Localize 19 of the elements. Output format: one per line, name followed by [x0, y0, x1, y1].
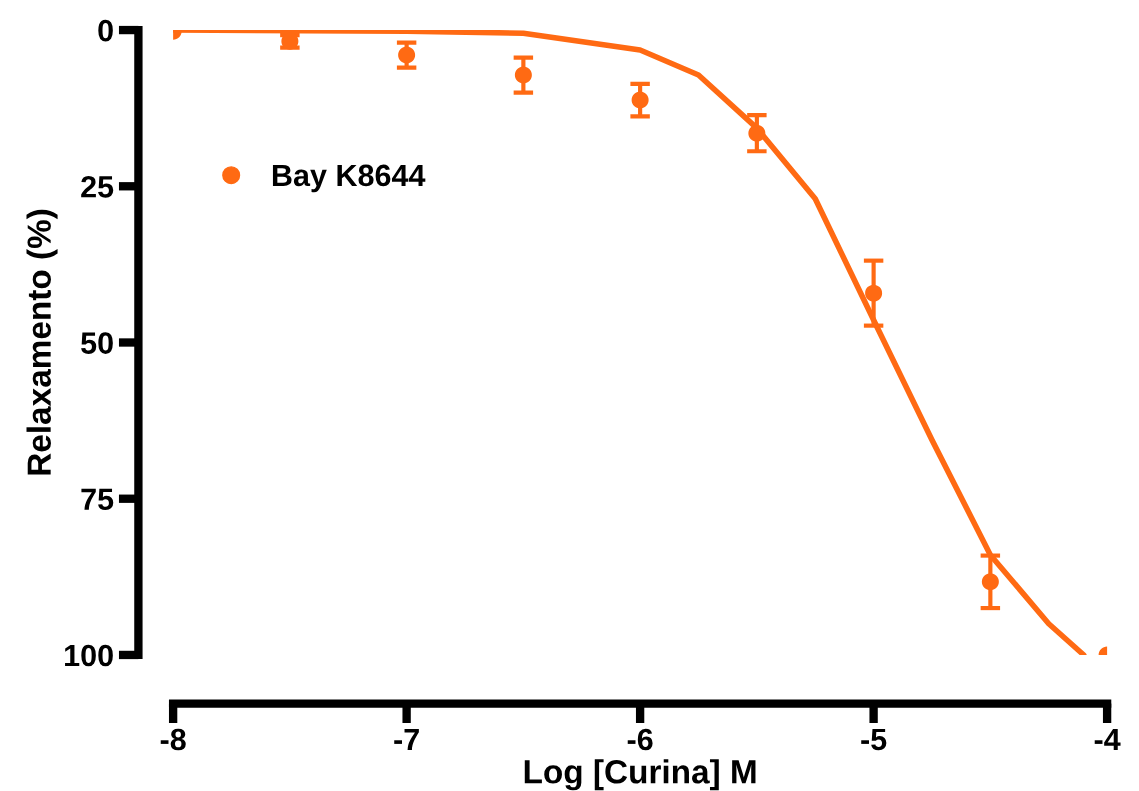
point — [398, 46, 416, 64]
x-tick-label: -7 — [394, 728, 419, 751]
y-axis-title: Relaxamento (%) — [26, 209, 58, 475]
point — [514, 66, 532, 84]
y-tick-label: 75 — [81, 488, 114, 511]
y-tick-label: 0 — [98, 19, 113, 42]
y-tick-label: 100 — [65, 644, 113, 667]
x-axis-title: Log [Curina] M — [524, 759, 756, 791]
y-tick-label: 50 — [81, 332, 113, 354]
legend-label: Bay K8644 — [272, 164, 426, 193]
point — [631, 91, 649, 109]
x-tick-label: -6 — [627, 728, 653, 751]
x-tick-label: -5 — [861, 728, 887, 751]
x-tick-label: -4 — [1094, 728, 1121, 751]
point — [748, 124, 766, 142]
y-tick-label: 25 — [81, 176, 114, 198]
x-tick-label: -8 — [160, 728, 186, 751]
point — [865, 284, 883, 302]
point — [981, 573, 999, 591]
